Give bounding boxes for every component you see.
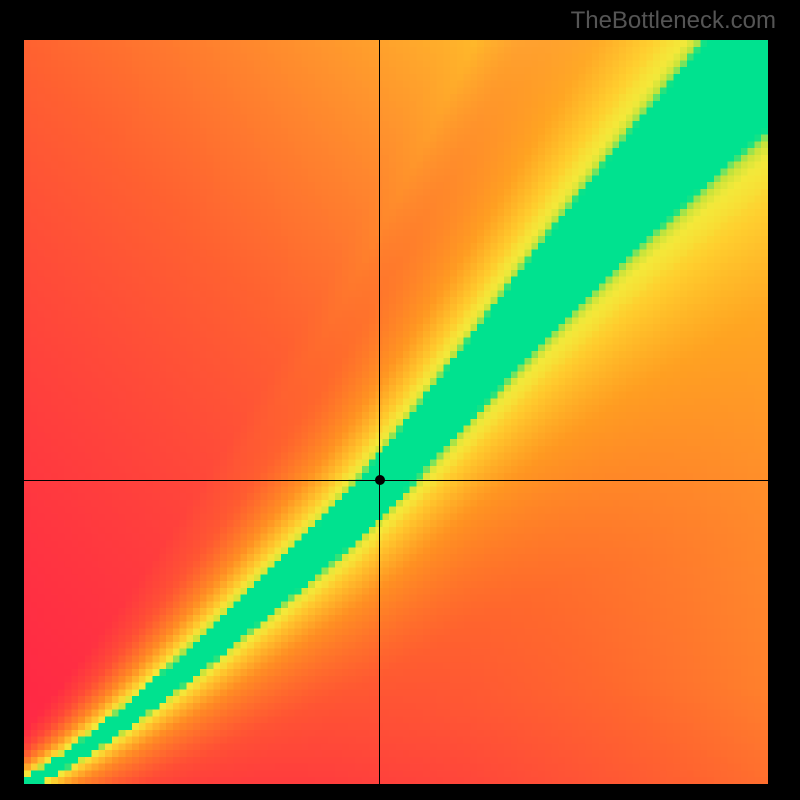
crosshair-vertical — [379, 40, 380, 784]
watermark-text: TheBottleneck.com — [571, 7, 776, 35]
bottleneck-heatmap — [24, 40, 768, 784]
crosshair-horizontal — [24, 480, 768, 481]
chart-container: { "watermark": { "text": "TheBottleneck.… — [0, 0, 800, 800]
